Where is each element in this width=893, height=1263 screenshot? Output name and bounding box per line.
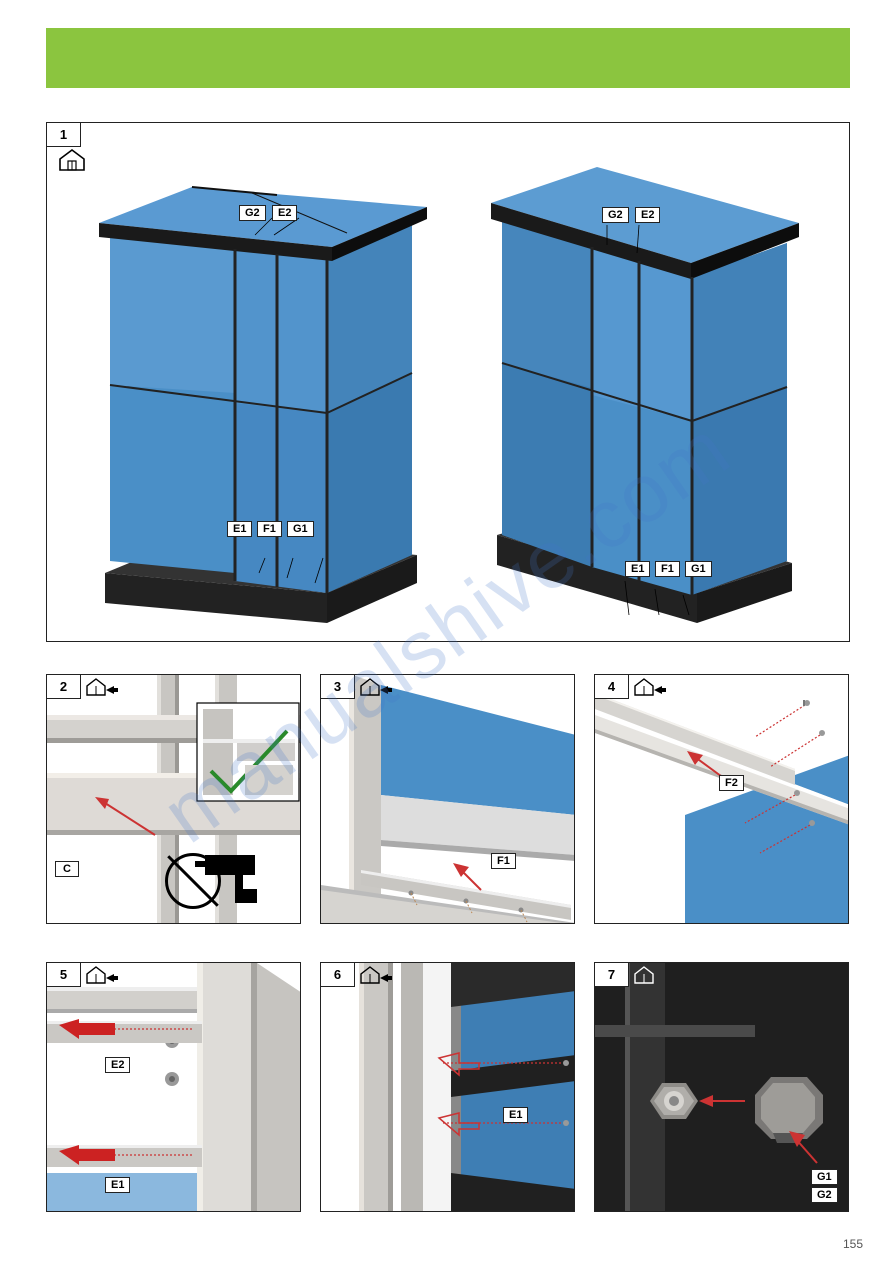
arrow-icon: [380, 973, 392, 983]
label-e2: E2: [105, 1057, 130, 1073]
house-icon: [634, 966, 654, 984]
house-icon: [634, 678, 654, 696]
label-g2-r: G2: [602, 207, 629, 223]
panel-step-2: 2 C: [46, 674, 301, 924]
label-e2-r: E2: [635, 207, 660, 223]
house-icon: [86, 966, 106, 984]
step-number-1: 1: [47, 123, 81, 147]
step-number-4: 4: [595, 675, 629, 699]
panel-step-3: 3 F1: [320, 674, 575, 924]
label-g1: G1: [287, 521, 314, 537]
panel-step-4: 4 F2: [594, 674, 849, 924]
label-e1: E1: [503, 1107, 528, 1123]
panel-step-1: 1 G2 E2: [46, 122, 850, 642]
label-f1: F1: [491, 853, 516, 869]
arrow-icon: [106, 685, 118, 695]
house-icon: [360, 966, 380, 984]
shed-left-illustration: [77, 163, 457, 623]
step-number-6: 6: [321, 963, 355, 987]
label-e1: E1: [227, 521, 252, 537]
label-c: C: [55, 861, 79, 877]
step-number-2: 2: [47, 675, 81, 699]
label-g2: G2: [811, 1187, 838, 1203]
page-number: 155: [843, 1237, 863, 1251]
step-5-illustration: [47, 963, 301, 1212]
label-f1: F1: [257, 521, 282, 537]
step-number-7: 7: [595, 963, 629, 987]
arrow-icon: [654, 685, 666, 695]
no-drill-symbol: [165, 853, 221, 909]
house-icon: [360, 678, 380, 696]
house-icon: [86, 678, 106, 696]
panel-step-7: 7 G1 G2: [594, 962, 849, 1212]
arrow-icon: [380, 685, 392, 695]
arrow-icon: [106, 973, 118, 983]
label-g1-r: G1: [685, 561, 712, 577]
header-bar: [46, 28, 850, 88]
label-e1-r: E1: [625, 561, 650, 577]
shed-right-illustration: [477, 163, 822, 623]
step-number-3: 3: [321, 675, 355, 699]
panel-step-6: 6 E1: [320, 962, 575, 1212]
panel-step-5: 5 E2 E1: [46, 962, 301, 1212]
label-e2: E2: [272, 205, 297, 221]
label-g1: G1: [811, 1169, 838, 1185]
step-4-illustration: [595, 675, 849, 924]
step-3-illustration: [321, 675, 575, 924]
label-f1-r: F1: [655, 561, 680, 577]
label-g2: G2: [239, 205, 266, 221]
step-6-illustration: [321, 963, 575, 1212]
step-number-5: 5: [47, 963, 81, 987]
label-f2: F2: [719, 775, 744, 791]
label-e1: E1: [105, 1177, 130, 1193]
